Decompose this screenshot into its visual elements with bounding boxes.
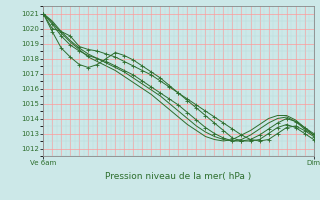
X-axis label: Pression niveau de la mer( hPa ): Pression niveau de la mer( hPa ) [105, 172, 252, 181]
